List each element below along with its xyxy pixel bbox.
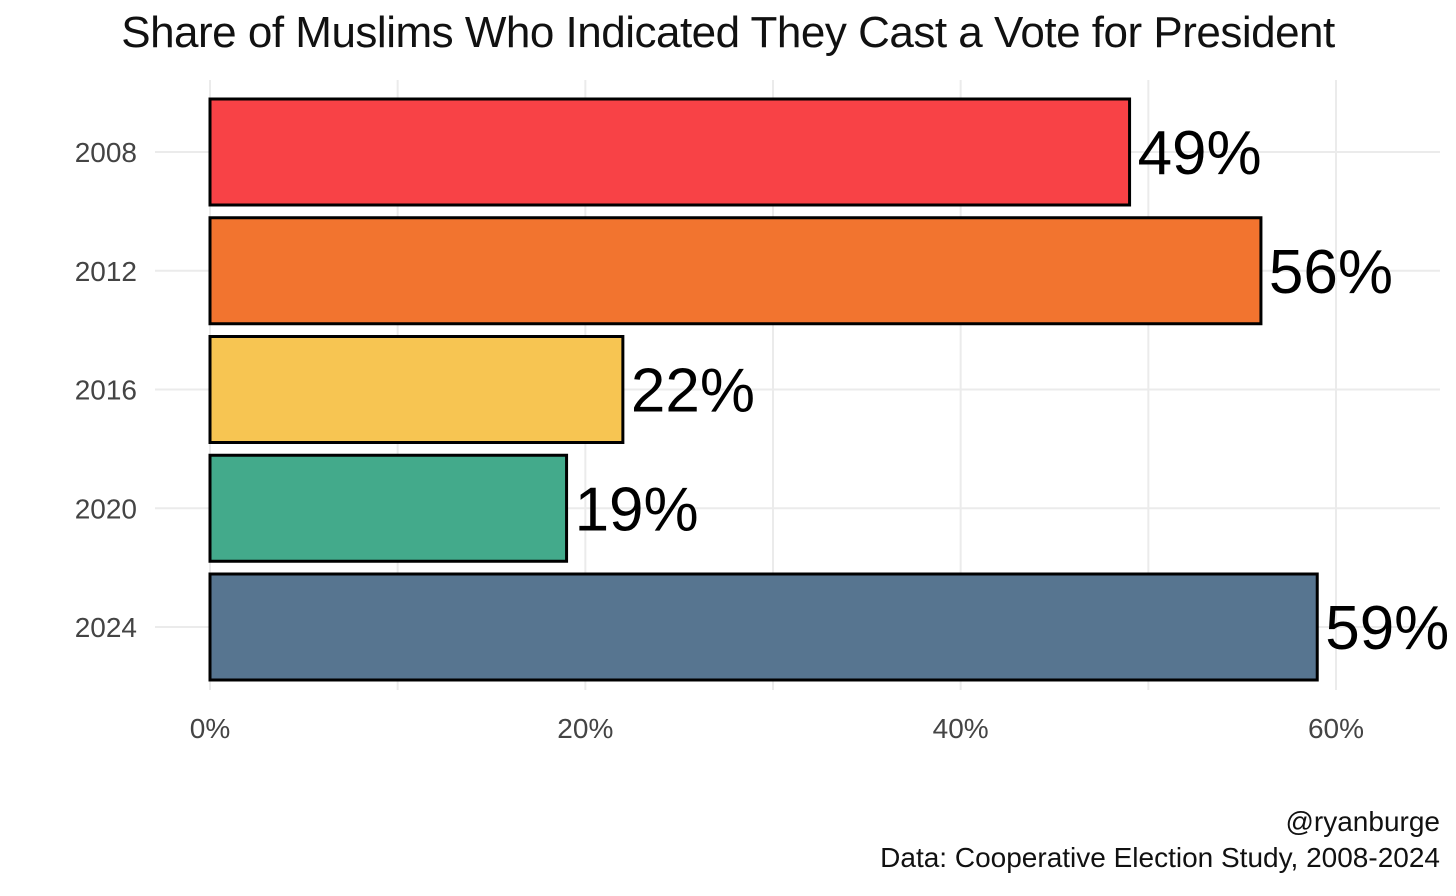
- data-label-2016: 22%: [631, 357, 755, 426]
- y-tick-label-2020: 2020: [75, 493, 137, 524]
- chart-title: Share of Muslims Who Indicated They Cast…: [121, 8, 1335, 57]
- bar-2016: [208, 335, 625, 444]
- y-axis: 2008 2012 2016 2020 2024: [75, 137, 137, 643]
- author-handle: @ryanburge: [1285, 806, 1440, 837]
- y-tick-label-2024: 2024: [75, 612, 137, 643]
- y-tick-label-2008: 2008: [75, 137, 137, 168]
- bar-2020: [208, 453, 569, 563]
- data-label-2024: 59%: [1325, 594, 1449, 663]
- bar-2012: [208, 216, 1263, 326]
- x-tick-label: 60%: [1308, 713, 1364, 744]
- bars: [208, 97, 1319, 682]
- x-tick-label: 20%: [557, 713, 613, 744]
- data-label-2008: 49%: [1138, 119, 1262, 188]
- x-axis: 0% 20% 40% 60%: [190, 713, 1364, 744]
- y-tick-label-2016: 2016: [75, 375, 137, 406]
- bar-2024: [208, 572, 1319, 682]
- y-tick-label-2012: 2012: [75, 256, 137, 287]
- data-label-2012: 56%: [1269, 238, 1393, 307]
- data-source: Data: Cooperative Election Study, 2008-2…: [880, 842, 1440, 873]
- data-labels: 49%56% 22% 19% 59%: [575, 119, 1450, 663]
- data-label-2020: 19%: [575, 475, 699, 544]
- x-tick-label: 0%: [190, 713, 230, 744]
- x-tick-label: 40%: [933, 713, 989, 744]
- bar-2008: [208, 97, 1132, 207]
